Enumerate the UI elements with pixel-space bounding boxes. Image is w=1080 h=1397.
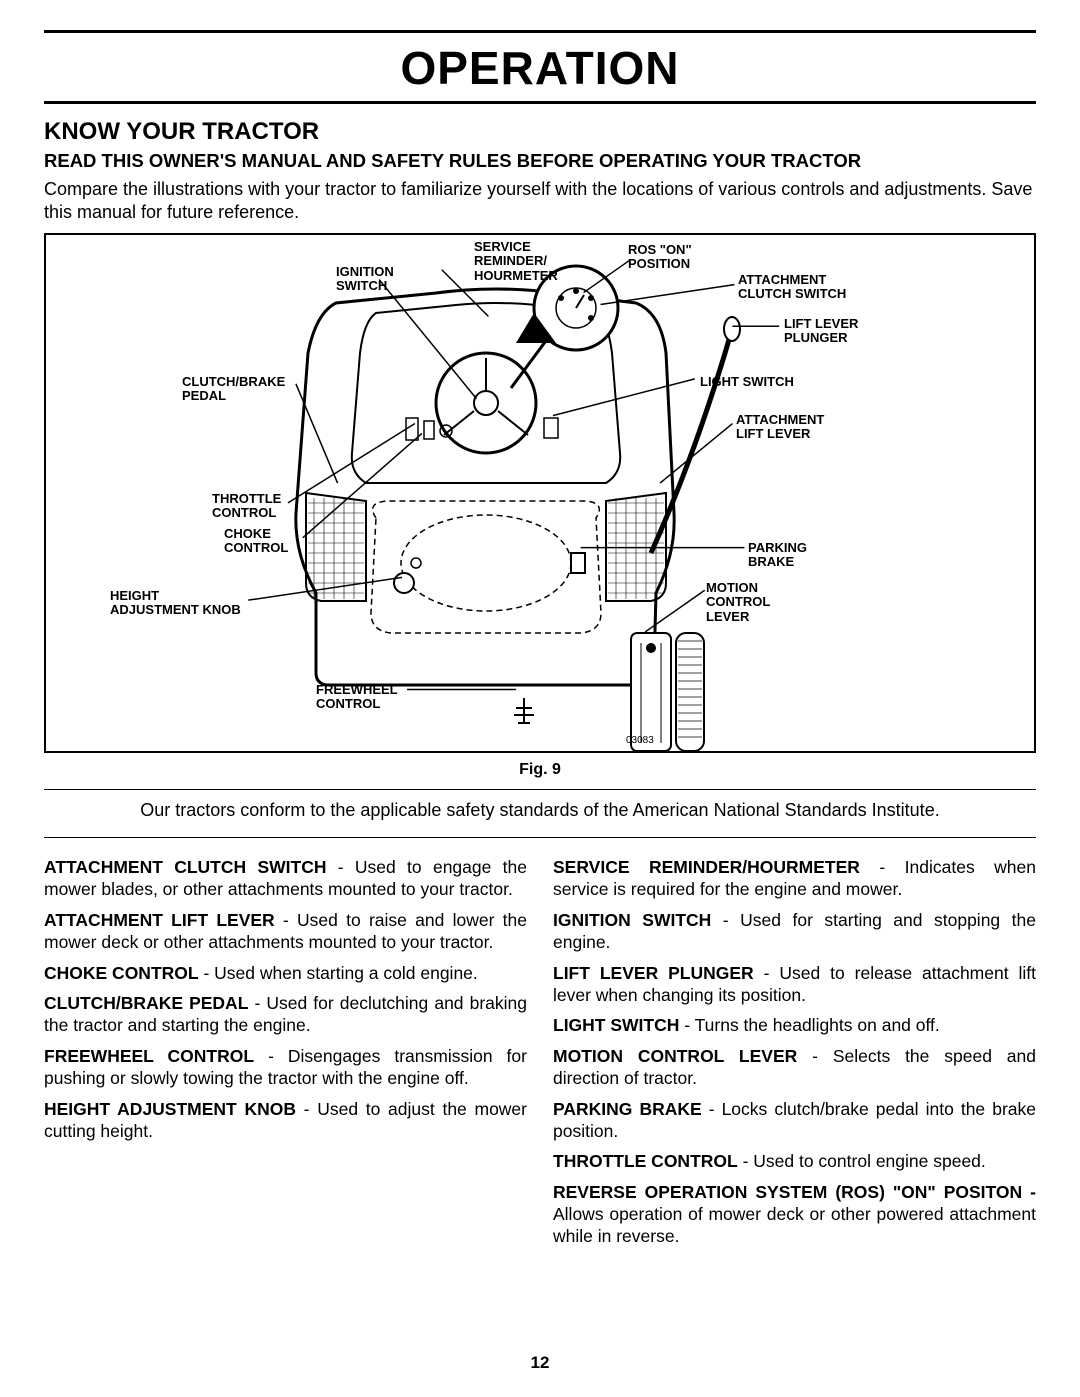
definition-term: THROTTLE CONTROL [553,1151,738,1171]
definition-term: CHOKE CONTROL [44,963,199,983]
definition-term: ATTACHMENT LIFT LEVER [44,910,275,930]
definition-item: THROTTLE CONTROL - Used to control engin… [553,1150,1036,1172]
definitions-right: SERVICE REMINDER/HOURMETER - Indicates w… [553,856,1036,1256]
definition-item: HEIGHT ADJUSTMENT KNOB - Used to adjust … [44,1098,527,1143]
label-ignition-switch: IGNITION SWITCH [336,265,394,294]
definition-text: - Used to control engine speed. [738,1151,986,1171]
diagram-figure: SERVICE REMINDER/ HOURMETER IGNITION SWI… [44,233,1036,753]
label-height-adjustment: HEIGHT ADJUSTMENT KNOB [110,589,241,618]
definition-item: MOTION CONTROL LEVER - Selects the speed… [553,1045,1036,1090]
definition-item: PARKING BRAKE - Locks clutch/brake pedal… [553,1098,1036,1143]
definition-term: LIGHT SWITCH [553,1015,679,1035]
definitions-columns: ATTACHMENT CLUTCH SWITCH - Used to engag… [44,856,1036,1256]
intro-text: Compare the illustrations with your trac… [44,178,1036,223]
figure-caption: Fig. 9 [44,761,1036,779]
definition-item: ATTACHMENT LIFT LEVER - Used to raise an… [44,909,527,954]
title-rule [44,101,1036,104]
top-rule [44,30,1036,33]
sub-heading: READ THIS OWNER'S MANUAL AND SAFETY RULE… [44,150,1036,172]
definition-item: CLUTCH/BRAKE PEDAL - Used for declutchin… [44,992,527,1037]
definition-term: CLUTCH/BRAKE PEDAL [44,993,248,1013]
definition-text: - Used when starting a cold engine. [199,963,478,983]
label-choke: CHOKE CONTROL [224,527,288,556]
definition-item: REVERSE OPERATION SYSTEM (ROS) "ON" POSI… [553,1181,1036,1248]
definition-term: LIFT LEVER PLUNGER [553,963,754,983]
definition-item: LIFT LEVER PLUNGER - Used to release att… [553,962,1036,1007]
label-lift-lever-plunger: LIFT LEVER PLUNGER [784,317,858,346]
definitions-left: ATTACHMENT CLUTCH SWITCH - Used to engag… [44,856,527,1256]
label-attachment-clutch: ATTACHMENT CLUTCH SWITCH [738,273,846,302]
label-ros-on: ROS "ON" POSITION [628,243,692,272]
page-number: 12 [0,1353,1080,1373]
part-number: 03083 [626,735,654,746]
definition-term: PARKING BRAKE [553,1099,702,1119]
definition-term: SERVICE REMINDER/HOURMETER [553,857,860,877]
definition-item: LIGHT SWITCH - Turns the headlights on a… [553,1014,1036,1036]
definition-text: Allows operation of mower deck or other … [553,1204,1036,1246]
section-heading: KNOW YOUR TRACTOR [44,118,1036,146]
definition-item: SERVICE REMINDER/HOURMETER - Indicates w… [553,856,1036,901]
definition-term: IGNITION SWITCH [553,910,711,930]
definition-item: ATTACHMENT CLUTCH SWITCH - Used to engag… [44,856,527,901]
fig-rule-top [44,789,1036,790]
label-light-switch: LIGHT SWITCH [700,375,794,389]
conformance-statement: Our tractors conform to the applicable s… [44,800,1036,821]
label-attachment-lift: ATTACHMENT LIFT LEVER [736,413,824,442]
label-clutch-brake: CLUTCH/BRAKE PEDAL [182,375,285,404]
label-parking-brake: PARKING BRAKE [748,541,807,570]
label-freewheel: FREEWHEEL CONTROL [316,683,398,712]
label-throttle: THROTTLE CONTROL [212,492,281,521]
definition-item: FREEWHEEL CONTROL - Disengages transmiss… [44,1045,527,1090]
definition-item: IGNITION SWITCH - Used for starting and … [553,909,1036,954]
definition-text: - Turns the headlights on and off. [679,1015,939,1035]
label-service-reminder: SERVICE REMINDER/ HOURMETER [474,240,558,283]
callout-lines [46,235,1034,751]
definition-term: MOTION CONTROL LEVER [553,1046,797,1066]
definition-term: HEIGHT ADJUSTMENT KNOB [44,1099,296,1119]
page-title: OPERATION [44,41,1036,95]
definition-term: ATTACHMENT CLUTCH SWITCH [44,857,326,877]
definition-term: FREEWHEEL CONTROL [44,1046,254,1066]
label-motion-control: MOTION CONTROL LEVER [706,581,770,624]
fig-rule-bottom [44,837,1036,838]
definition-term: REVERSE OPERATION SYSTEM (ROS) "ON" POSI… [553,1182,1036,1202]
definition-item: CHOKE CONTROL - Used when starting a col… [44,962,527,984]
